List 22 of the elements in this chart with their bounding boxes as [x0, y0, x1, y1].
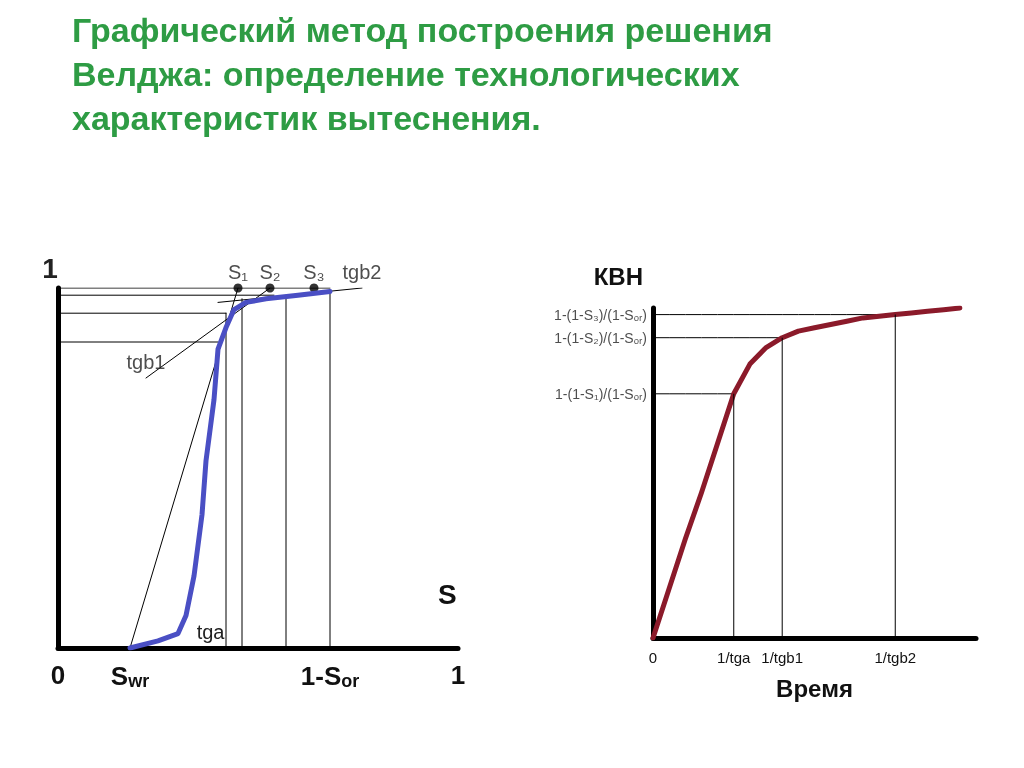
annotation: tgb2 [342, 261, 382, 283]
annotation: tga [196, 621, 226, 644]
x-axis-title: Время [776, 674, 853, 702]
annotation: 1-(1-S₃)/(1-Sₒᵣ) [554, 306, 647, 323]
x-tick-label: 1-Sor [300, 661, 360, 691]
annotation: S₂ [259, 261, 281, 283]
annotation: tgb1 [126, 351, 166, 373]
x-tick-label: 1 [450, 660, 466, 690]
annotation: S₁ [227, 261, 249, 283]
chart-title: Графический метод построения решения Велджа: определение технологических характеристик вытеснения. [72, 10, 774, 140]
x-tick-label: Swr [110, 661, 150, 691]
x-tick-label: 1/tgb1 [761, 649, 804, 666]
x-tick-label: 1/tgb2 [874, 649, 917, 666]
annotation: 1-(1-S₂)/(1-Sₒᵣ) [554, 329, 647, 346]
text: 1 [42, 253, 58, 285]
x-tick-label: 1/tga [717, 649, 752, 666]
y-axis-title: КВН [593, 262, 643, 290]
x-axis-title: S [438, 578, 457, 610]
x-tick-label: 0 [50, 660, 66, 690]
annotation: S₃ [303, 261, 325, 283]
annotation: 1-(1-S₁)/(1-Sₒᵣ) [555, 385, 647, 402]
x-tick-label: 0 [648, 649, 658, 666]
